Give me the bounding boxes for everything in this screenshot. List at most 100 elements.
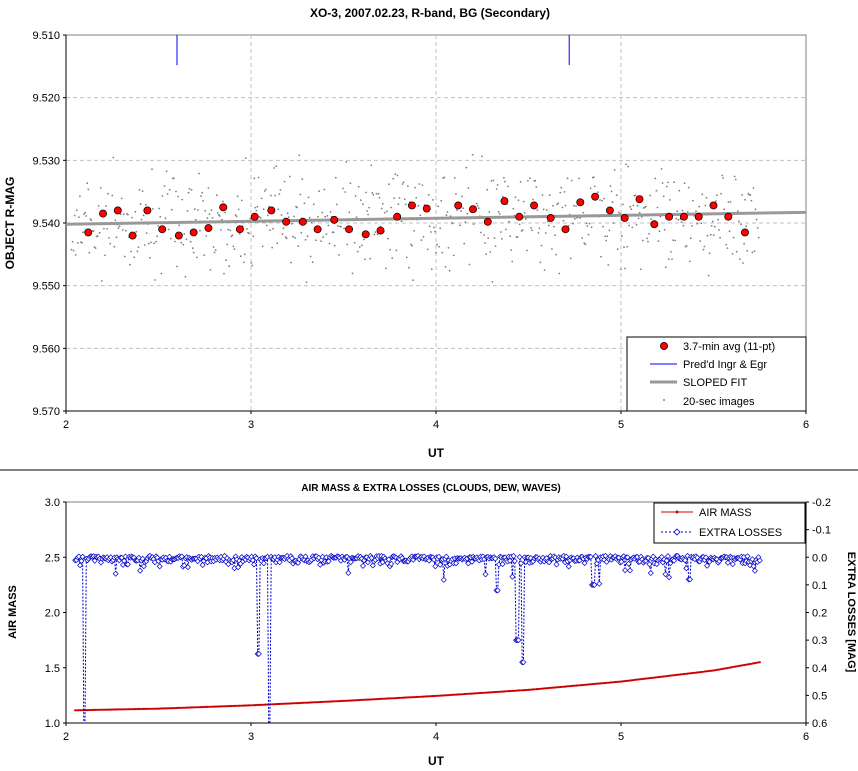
extra-losses-series <box>72 552 763 724</box>
image-point <box>527 180 529 182</box>
image-point <box>516 236 519 239</box>
image-point <box>602 225 604 228</box>
image-point <box>72 249 75 252</box>
image-point <box>198 172 200 175</box>
avg-point <box>741 228 749 237</box>
air-mass-point <box>194 706 197 709</box>
image-point <box>412 279 414 282</box>
image-point <box>531 229 533 232</box>
image-point <box>503 176 505 179</box>
air-mass-point <box>163 707 166 710</box>
top-x-tick-labels: 2 3 4 5 6 <box>63 411 809 431</box>
air-mass-point <box>460 693 463 696</box>
air-mass-point <box>573 684 576 687</box>
air-mass-point <box>446 694 449 697</box>
image-point <box>418 183 421 185</box>
image-point <box>305 281 308 283</box>
image-point <box>638 211 641 214</box>
extra-losses-point <box>122 553 129 560</box>
image-point <box>750 199 753 202</box>
air-mass-point <box>161 707 164 710</box>
image-point <box>436 243 438 246</box>
image-point <box>127 213 129 216</box>
air-mass-point <box>542 687 545 690</box>
air-mass-point <box>432 694 435 698</box>
air-mass-point <box>691 671 694 675</box>
image-point <box>499 231 502 233</box>
extra-losses-point <box>553 561 560 568</box>
image-point <box>736 210 739 213</box>
air-mass-point <box>748 663 751 666</box>
x-tick-label: 2 <box>63 731 69 743</box>
image-point <box>192 251 195 254</box>
image-point <box>86 182 89 185</box>
air-mass-point <box>111 708 115 711</box>
air-mass-point <box>427 695 430 698</box>
air-mass-point <box>405 696 408 699</box>
image-point <box>161 195 164 197</box>
image-point <box>455 193 457 195</box>
image-point <box>461 195 463 198</box>
image-point <box>560 186 563 189</box>
air-mass-point <box>218 705 221 708</box>
image-point <box>728 230 731 233</box>
extra-losses-point <box>509 573 516 580</box>
air-mass-point <box>702 670 705 673</box>
air-mass-point <box>492 691 495 694</box>
air-mass-point <box>674 673 677 677</box>
image-point <box>734 178 737 181</box>
air-mass-point <box>698 671 701 674</box>
image-point <box>298 154 301 157</box>
image-point <box>563 191 566 193</box>
image-point <box>243 261 245 264</box>
air-mass-point <box>672 674 676 677</box>
air-mass-point <box>309 701 312 704</box>
air-mass-point <box>618 680 621 683</box>
image-point <box>597 191 599 194</box>
air-mass-point <box>379 697 382 701</box>
air-mass-point <box>533 688 537 691</box>
image-point <box>383 211 386 214</box>
air-mass-point <box>182 706 185 709</box>
image-point <box>702 248 705 251</box>
x-tick-label: 3 <box>248 731 254 743</box>
air-mass-point <box>105 708 108 711</box>
extra-losses-point <box>347 559 354 566</box>
image-point <box>322 236 325 239</box>
top-y-axis-label: OBJECT R-MAG <box>3 177 17 270</box>
avg-point <box>345 225 353 234</box>
image-point <box>709 233 712 236</box>
image-point <box>397 203 400 206</box>
air-mass-point <box>389 697 392 700</box>
image-point <box>277 208 280 211</box>
air-mass-point <box>456 693 459 696</box>
image-point <box>551 248 553 250</box>
air-mass-point <box>626 679 629 682</box>
image-point <box>460 210 462 213</box>
image-point <box>489 251 492 253</box>
image-point <box>185 238 188 241</box>
air-mass-point <box>382 697 386 700</box>
image-point <box>437 205 439 208</box>
image-point <box>466 212 469 215</box>
image-point <box>355 216 358 219</box>
image-point <box>604 235 607 238</box>
image-point <box>100 280 103 282</box>
image-point <box>472 223 475 226</box>
air-mass-point <box>472 692 475 695</box>
image-point <box>445 214 448 217</box>
avg-point <box>620 214 629 222</box>
air-mass-point <box>96 708 99 711</box>
avg-point <box>469 205 477 214</box>
image-point <box>677 218 680 221</box>
image-point <box>368 206 371 209</box>
avg-point <box>267 206 276 215</box>
air-mass-point <box>720 667 724 671</box>
image-point <box>650 218 652 221</box>
air-mass-point <box>595 682 598 685</box>
image-point <box>507 185 509 188</box>
image-point <box>705 196 708 199</box>
image-point <box>385 267 387 270</box>
image-point <box>85 215 88 217</box>
image-point <box>575 205 577 208</box>
